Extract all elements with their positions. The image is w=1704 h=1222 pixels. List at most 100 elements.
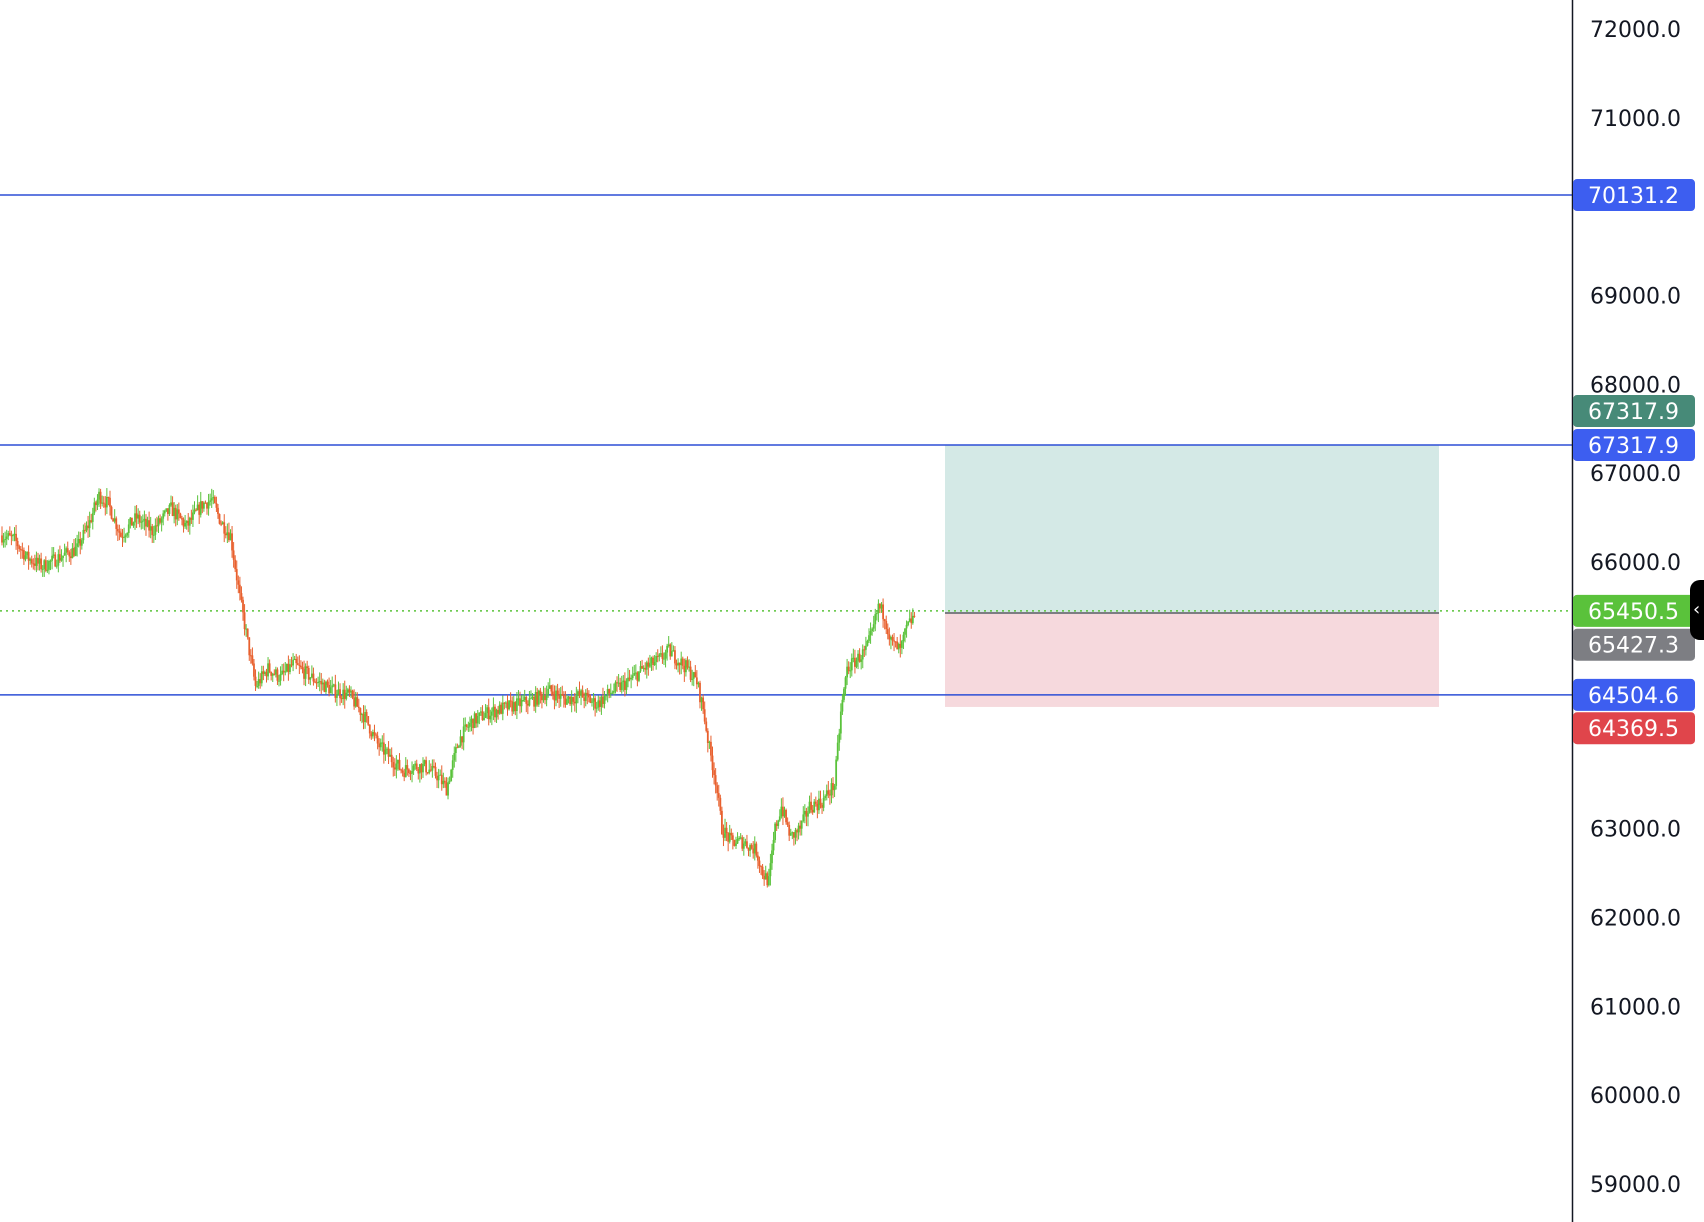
candle-body [819, 798, 822, 805]
candle-body [659, 653, 662, 655]
candle-body [91, 513, 94, 522]
price-axis-tick[interactable]: 66000.0 [1590, 551, 1681, 576]
candle-body [376, 735, 379, 744]
candle-body [663, 658, 665, 660]
price-axis-tick[interactable]: 59000.0 [1590, 1173, 1681, 1198]
candle-body [874, 614, 877, 625]
candle-body [295, 658, 298, 664]
candle-body [149, 526, 152, 531]
candle-body [154, 525, 157, 535]
candle-body [157, 518, 160, 527]
candle-body [310, 673, 313, 678]
candle-body [173, 507, 176, 516]
candle-body [101, 502, 104, 504]
candle-body [290, 664, 293, 666]
candle-body [786, 822, 789, 825]
candle-body [828, 794, 831, 796]
candle-body [750, 845, 753, 849]
candle-body [411, 770, 413, 774]
candles [1, 488, 916, 888]
candle-body [37, 557, 39, 564]
candle-body [423, 760, 426, 764]
candle-body [4, 538, 7, 541]
candle-body [223, 522, 226, 534]
candle-body [418, 764, 421, 774]
price-tag [1573, 428, 1695, 461]
candle-body [138, 514, 141, 523]
candle-body [285, 663, 288, 672]
price-axis-ticks[interactable]: 72000.0 71000.0 69000.0 68000.0 67000.0 66000… [1590, 18, 1681, 1198]
price-axis-tick[interactable]: 71000.0 [1590, 107, 1681, 132]
candle-body [76, 543, 79, 547]
candle-body [678, 662, 681, 666]
candle-body [777, 820, 780, 826]
price-tag [1573, 594, 1695, 627]
candle-body [185, 520, 188, 523]
candle-body [497, 709, 500, 714]
price-tag [1573, 179, 1695, 212]
candle-body [87, 525, 89, 529]
candle-body [49, 560, 52, 562]
stop-zone[interactable] [945, 612, 1439, 707]
candle-body [156, 525, 158, 527]
collapse-panel-button[interactable]: ‹ [1690, 580, 1704, 640]
candle-body [207, 501, 210, 509]
price-axis-tick[interactable]: 69000.0 [1590, 285, 1681, 310]
candle-body [742, 843, 745, 849]
candle-body [719, 797, 722, 811]
candle-body [2, 540, 5, 543]
candle-body [113, 518, 116, 522]
candle-body [733, 839, 736, 846]
candle-body [756, 855, 759, 861]
candle-body [614, 682, 617, 691]
candle-body [515, 698, 518, 712]
candle-body [210, 498, 213, 501]
candle-body [534, 691, 537, 707]
price-axis-tick[interactable]: 60000.0 [1590, 1084, 1681, 1109]
candle-body [453, 753, 456, 761]
candle-body [436, 775, 438, 781]
candle-body [1, 535, 3, 543]
price-tag-label: 65450.5 [1588, 600, 1679, 625]
candle-body [187, 520, 190, 526]
candle-body [905, 624, 908, 629]
candle-body [166, 508, 169, 514]
horizontal-lines[interactable] [0, 194, 1572, 696]
candle-body [134, 513, 136, 523]
price-axis-tick[interactable]: 61000.0 [1590, 995, 1681, 1020]
candle-body [433, 766, 435, 768]
price-axis-tick[interactable]: 68000.0 [1590, 373, 1681, 398]
candle-body [143, 518, 146, 521]
candle-body [761, 866, 764, 876]
candle-body [838, 733, 841, 743]
candle-body [315, 682, 318, 684]
candle-body [595, 707, 598, 709]
candle-body [450, 769, 453, 782]
candle-body [664, 652, 667, 659]
candle-body [314, 681, 316, 683]
candle-body [512, 702, 515, 712]
price-axis-tick[interactable]: 67000.0 [1590, 462, 1681, 487]
candle-body [361, 714, 363, 716]
candle-body [570, 697, 573, 705]
price-axis-tick[interactable]: 63000.0 [1590, 818, 1681, 843]
position-tool[interactable] [945, 444, 1439, 707]
candle-body [603, 696, 606, 704]
candle-body [758, 860, 761, 867]
candle-body [830, 783, 833, 796]
candle-body [849, 670, 852, 672]
candle-body [251, 655, 254, 664]
candle-body [77, 538, 80, 544]
candle-body [825, 790, 828, 797]
price-tag [1573, 678, 1695, 711]
candle-body [196, 504, 199, 511]
price-axis-tick[interactable]: 62000.0 [1590, 906, 1681, 931]
candle-body [98, 491, 100, 500]
price-axis-tick[interactable]: 72000.0 [1590, 18, 1681, 43]
candle-body [465, 724, 468, 727]
candle-body [19, 548, 22, 550]
candle-body [572, 697, 575, 702]
candle-body [896, 641, 899, 650]
target-zone[interactable] [945, 444, 1439, 613]
